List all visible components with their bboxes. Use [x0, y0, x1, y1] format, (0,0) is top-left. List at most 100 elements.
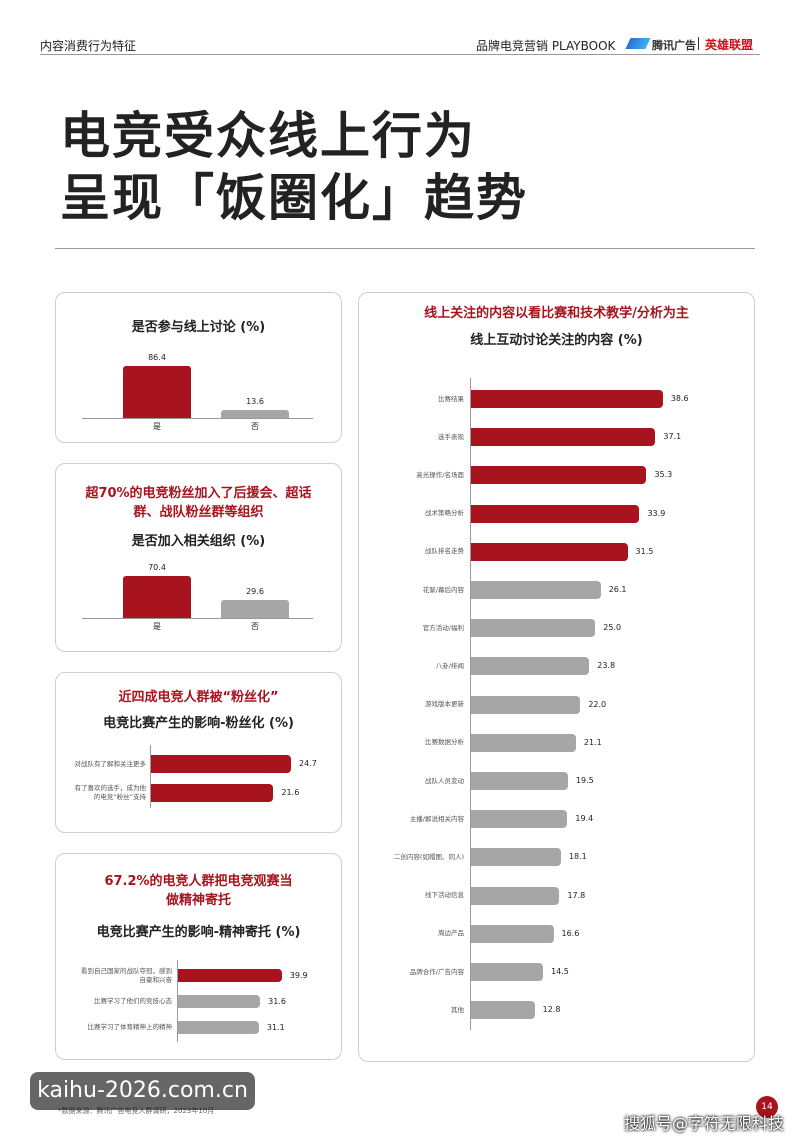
bar: [471, 504, 640, 523]
category-label: 二创内容(如帽图、同人): [393, 852, 464, 861]
value-label: 39.9: [289, 970, 308, 980]
bar: [471, 963, 544, 981]
category-label: 是: [153, 422, 161, 431]
baseline: [82, 418, 313, 419]
bar: [151, 755, 292, 773]
value-label: 31.1: [266, 1022, 285, 1032]
bar: [151, 784, 274, 802]
bar: [471, 466, 647, 485]
value-label: 23.8: [597, 661, 616, 671]
header-line: [40, 54, 760, 55]
chart-headline: 线上关注的内容以看比赛和技术教学/分析为主: [424, 306, 689, 321]
page-number: 14: [756, 1096, 778, 1118]
category-label: 游戏版本更新: [425, 700, 464, 709]
value-label: 37.1: [663, 432, 682, 442]
chart-headline: 超70%的电竞粉丝加入了后援会、超话群、战队粉丝群等组织: [85, 486, 312, 520]
bar: [471, 657, 590, 676]
bar: [471, 390, 663, 408]
value-label: 12.8: [542, 1005, 561, 1015]
page-title: 电竞受众线上行为: [60, 107, 476, 165]
category-label: 否: [251, 622, 259, 631]
bar: [221, 600, 289, 618]
category-label: 品牌合作/广告内容: [409, 967, 464, 976]
bar: [123, 575, 191, 618]
category-label: 官方活动/福利: [422, 623, 464, 632]
source-note: *数据来源：腾讯广告电竞人群调研，2023年10月: [58, 1107, 215, 1115]
bar: [471, 848, 561, 867]
category-label: 高光操作/名场面: [416, 470, 464, 479]
category-label: 战术策略分析: [425, 509, 464, 518]
bar: [471, 542, 628, 561]
value-label: 25.0: [603, 623, 622, 633]
logo-text: 腾讯广告: [652, 39, 696, 52]
value-label: 22.0: [588, 699, 607, 709]
bar: [178, 969, 282, 982]
value-label: 33.9: [647, 508, 666, 518]
chart-headline: 67.2%的电竞人群把电竞观赛当做精神寄托: [104, 874, 293, 908]
value-label: 31.6: [268, 996, 286, 1006]
value-label: 21.1: [583, 737, 602, 747]
bar: [471, 733, 576, 752]
category-label: 否: [251, 422, 259, 431]
chart-title: 是否加入相关组织 (%): [131, 534, 266, 549]
category-label: 周边产品: [438, 929, 464, 938]
value-label: 17.8: [567, 890, 586, 900]
value-label: 19.5: [575, 776, 594, 785]
logo-separator: [698, 37, 699, 50]
value-label: 29.6: [246, 587, 264, 597]
logo-icon: [625, 38, 651, 49]
panel: [55, 853, 342, 1060]
bar: [123, 366, 191, 418]
brand-label: 品牌电竞营销 PLAYBOOK: [476, 39, 616, 53]
value-label: 86.4: [148, 353, 166, 363]
game-logo: 英雄联盟: [705, 38, 754, 52]
value-label: 18.1: [568, 852, 587, 862]
chart-title: 电竞比赛产生的影响-精神寄托 (%): [96, 925, 301, 940]
value-label: 35.3: [654, 470, 673, 480]
page-title: 呈现「饭圈化」趋势: [60, 169, 528, 227]
value-label: 31.5: [635, 546, 654, 556]
bar: [471, 886, 560, 905]
panel: [358, 292, 755, 1062]
bar: [471, 810, 568, 829]
category-label: 比赛结果: [438, 394, 464, 403]
value-label: 13.6: [246, 396, 264, 406]
bar: [471, 695, 581, 714]
category-label: 比赛学习了体育精神上的精神: [87, 1023, 173, 1031]
axis-line: [150, 745, 151, 808]
category-label: 是: [153, 622, 161, 631]
category-label: 花絮/幕后内容: [422, 585, 464, 594]
category-label: 比赛数据分析: [425, 738, 464, 747]
value-label: 16.6: [561, 928, 580, 938]
category-label: 战队排名走势: [425, 547, 464, 556]
category-label: 主播/解说相关内容: [409, 814, 464, 823]
chart-headline: 近四成电竞人群被“粉丝化”: [118, 690, 279, 705]
value-label: 26.1: [608, 585, 627, 594]
divider: [55, 248, 755, 249]
value-label: 70.4: [148, 562, 166, 572]
value-label: 19.4: [575, 814, 594, 824]
value-label: 24.7: [299, 759, 317, 768]
category-label: 线下活动信息: [425, 891, 464, 900]
baseline: [82, 618, 313, 619]
watermark: kaihu-2026.com.cn: [30, 1072, 255, 1110]
category-label: 战队人员变动: [425, 776, 464, 785]
panel: [55, 292, 342, 443]
category-label: 选手表现: [438, 432, 464, 441]
value-label: 21.6: [281, 788, 300, 797]
bar: [471, 428, 656, 447]
axis-line: [470, 378, 471, 1030]
bar: [471, 924, 554, 943]
value-label: 14.5: [551, 967, 569, 976]
section-label: 内容消费行为特征: [40, 39, 137, 53]
panel: [55, 463, 342, 652]
axis-line: [177, 960, 178, 1042]
chart-title: 线上互动讨论关注的内容 (%): [470, 333, 643, 348]
chart-title: 是否参与线上讨论 (%): [131, 320, 266, 335]
chart-title: 电竞比赛产生的影响-粉丝化 (%): [103, 716, 294, 731]
category-label: 比赛学习了他们的竞技心态: [94, 997, 172, 1005]
category-label: 其他: [451, 1005, 464, 1014]
category-label: 对战队有了解和关注更多: [74, 759, 147, 768]
bar: [221, 409, 289, 418]
